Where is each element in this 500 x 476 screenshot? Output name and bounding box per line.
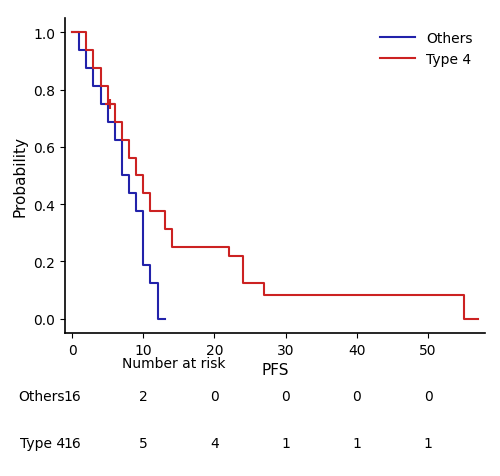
Text: 0: 0 — [210, 389, 219, 403]
Text: 16: 16 — [63, 389, 81, 403]
Text: 1: 1 — [352, 436, 362, 450]
Text: 0: 0 — [352, 389, 361, 403]
Text: 0: 0 — [424, 389, 432, 403]
Legend: Others, Type 4: Others, Type 4 — [374, 26, 478, 72]
Text: 1: 1 — [281, 436, 290, 450]
X-axis label: PFS: PFS — [261, 362, 289, 377]
Y-axis label: Probability: Probability — [12, 136, 28, 217]
Text: 4: 4 — [210, 436, 219, 450]
Text: Type 4: Type 4 — [20, 436, 65, 450]
Text: Others: Others — [18, 389, 65, 403]
Text: 0: 0 — [282, 389, 290, 403]
Text: Number at risk: Number at risk — [122, 356, 226, 370]
Text: 2: 2 — [139, 389, 147, 403]
Text: 16: 16 — [63, 436, 81, 450]
Text: 5: 5 — [139, 436, 147, 450]
Text: 1: 1 — [424, 436, 432, 450]
